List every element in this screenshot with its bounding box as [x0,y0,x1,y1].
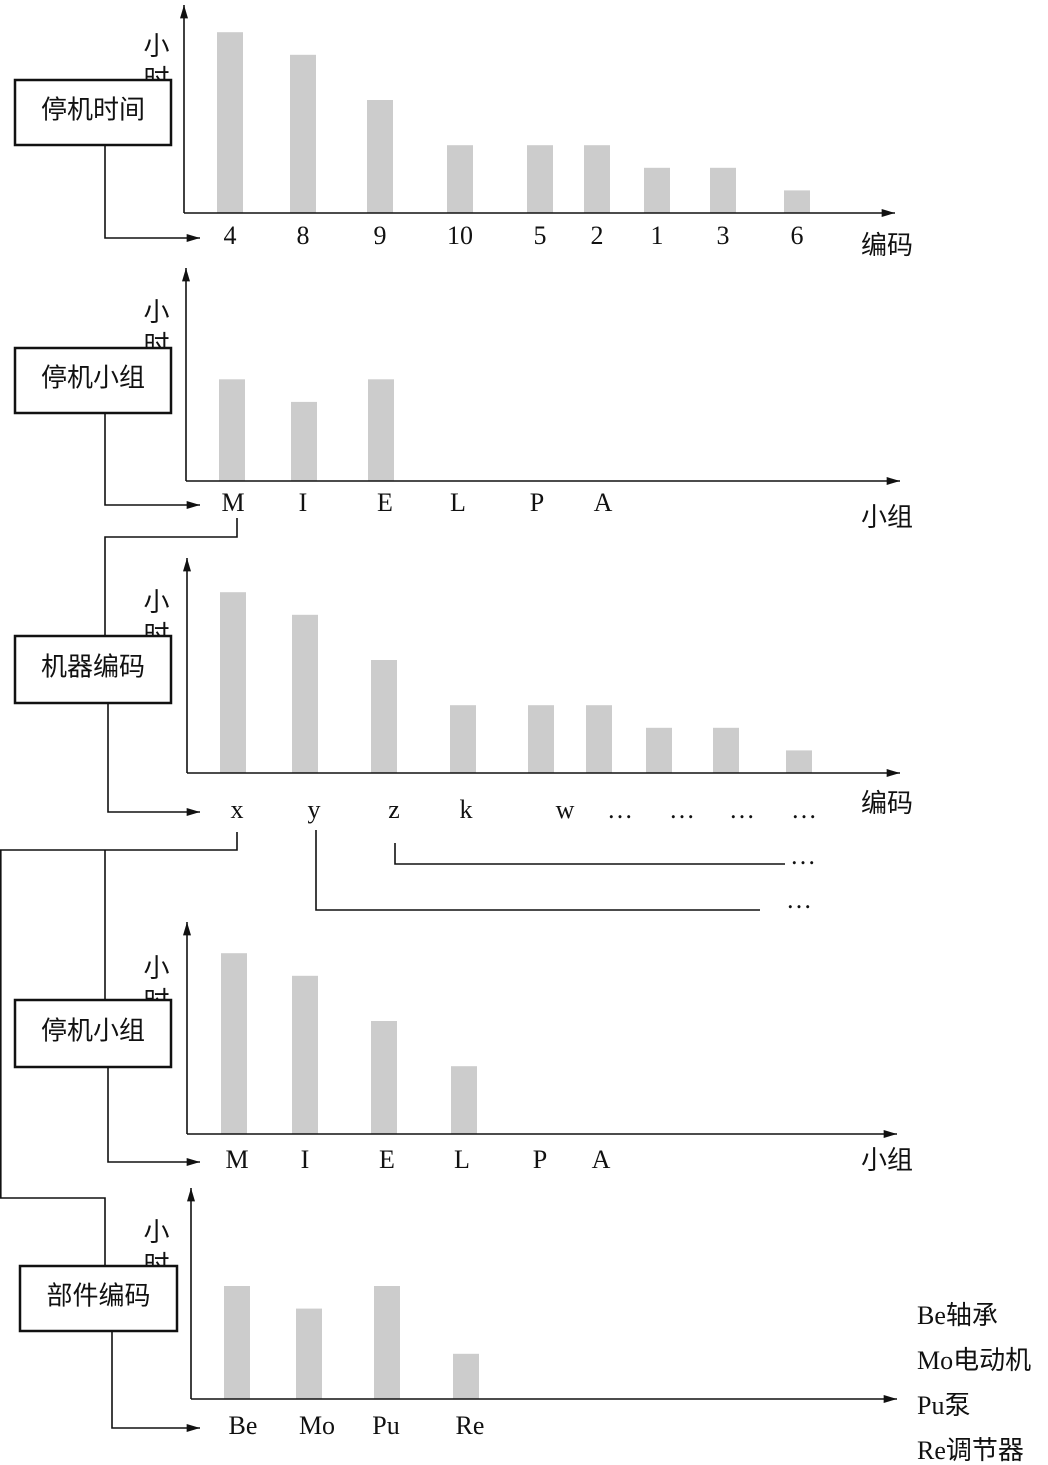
label-box [13,634,173,705]
label-box [13,346,173,415]
bar [367,100,393,213]
note: Pu泵 [917,1391,970,1420]
bar [290,54,316,213]
x-tick-label: E [377,488,393,517]
x-tick-label: 3 [717,221,730,250]
label-box [13,998,173,1069]
x-axis-label: 小组 [861,503,913,532]
x-tick-label: Be [229,1411,258,1440]
x-tick-label: 1 [651,221,664,250]
x-tick-label: I [301,1145,310,1174]
x-axis-label: 编码 [861,231,913,260]
bar [584,145,610,213]
x-tick-label: M [221,488,244,517]
x-tick-label: P [530,488,544,517]
x-tick-label: … [729,795,755,824]
note: Re调节器 [917,1436,1024,1465]
x-tick-label: … [791,795,817,824]
box-label: 机器编码 [41,652,145,681]
x-tick-label: … [669,795,695,824]
x-tick-label: x [231,795,244,824]
x-tick-label: … [607,795,633,824]
bar [219,379,245,481]
annotation: … [786,885,812,914]
bar [371,1021,397,1134]
bar [221,953,247,1134]
bar [786,750,812,773]
bar [296,1308,322,1399]
bar [453,1353,479,1399]
connector [107,1067,201,1166]
bar [224,1286,250,1399]
x-axis-label: 编码 [861,789,913,818]
x-tick-label: z [388,795,400,824]
label-box [13,78,173,147]
box-label: 停机时间 [41,95,145,124]
x-tick-label: Mo [299,1411,335,1440]
x-tick-label: 9 [374,221,387,250]
bar [220,592,246,773]
bar [527,145,553,213]
x-tick-label: 8 [297,221,310,250]
bar [713,727,739,773]
x-tick-label: y [308,795,321,824]
connector [111,1331,201,1432]
connector [394,843,785,865]
connector [0,832,238,1266]
box-label: 停机小组 [41,1016,145,1045]
box-label: 停机小组 [41,363,145,392]
bar [646,727,672,773]
bar [292,614,318,773]
bar [374,1286,400,1399]
bar [586,705,612,773]
bar [528,705,554,773]
box-label: 部件编码 [46,1281,150,1310]
x-tick-label: k [460,795,473,824]
label-box [18,1264,179,1333]
x-tick-label: L [454,1145,470,1174]
connector [315,830,760,911]
annotation: … [790,841,816,870]
x-tick-label: 5 [534,221,547,250]
bar [291,401,317,481]
x-tick-label: A [592,1145,611,1174]
x-tick-label: E [379,1145,395,1174]
connector [104,518,238,636]
bar [450,705,476,773]
bar [451,1066,477,1134]
x-axis-label: 小组 [861,1146,913,1175]
bar [368,379,394,481]
bar [644,167,670,213]
x-tick-label: 10 [447,221,473,250]
connector [104,413,201,509]
x-tick-label: 6 [791,221,804,250]
x-tick-label: L [450,488,466,517]
bar [217,32,243,214]
x-tick-label: w [556,795,575,824]
x-tick-label: A [594,488,613,517]
connector [104,145,201,242]
note: Be轴承 [917,1301,998,1330]
bar [447,145,473,213]
bar [710,167,736,213]
x-tick-label: 2 [591,221,604,250]
x-tick-label: Re [456,1411,485,1440]
x-tick-label: Pu [372,1411,399,1440]
note: Mo电动机 [917,1346,1031,1375]
x-tick-label: I [299,488,308,517]
connector [107,703,201,816]
bar [784,190,810,213]
x-tick-label: P [533,1145,547,1174]
bar [292,975,318,1134]
x-tick-label: M [225,1145,248,1174]
x-tick-label: 4 [224,221,237,250]
bar [371,660,397,773]
